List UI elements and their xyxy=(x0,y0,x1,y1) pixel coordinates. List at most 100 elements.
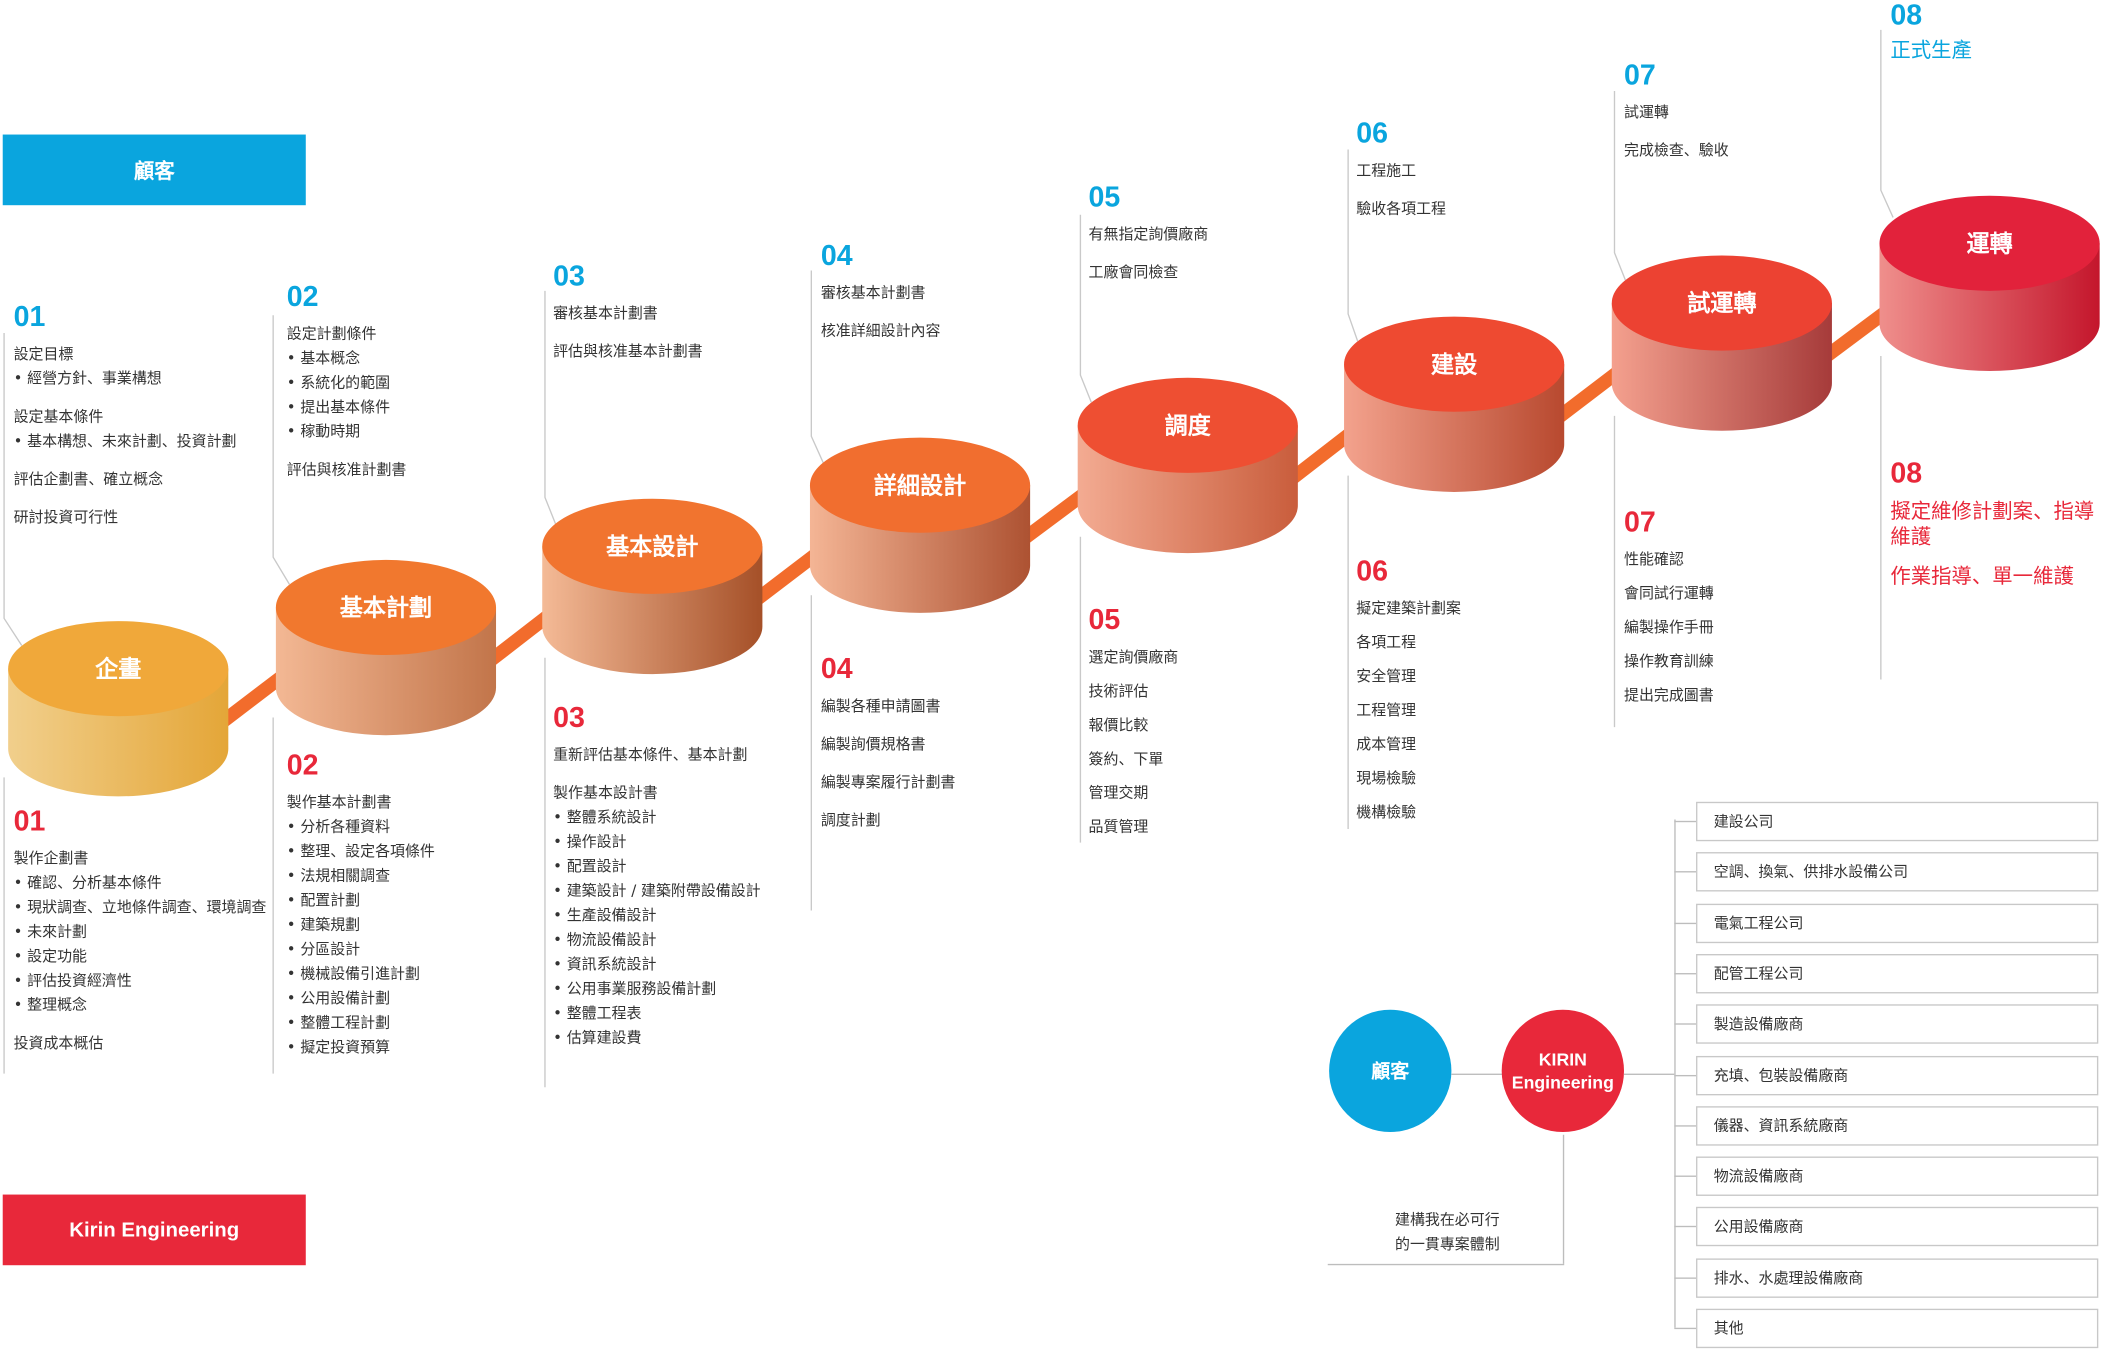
customer-step-06: 06 工程施工 驗收各項工程 xyxy=(1356,118,1446,221)
step-item: 建築設計 / 建築附帶設備設計 xyxy=(566,881,761,900)
step-title: 評估與核准計劃書 xyxy=(286,460,407,479)
stage-drum: 基本計劃 xyxy=(275,559,497,736)
step-item: 操作設計 xyxy=(566,833,627,851)
step-item: 現狀調查、立地條件調查、環境調查 xyxy=(27,898,267,916)
kirin-step-01: 01 製作企劃書 • 確認、分析基本條件 • 現狀調查、立地條件調查、環境調查 … xyxy=(14,806,267,1056)
customer-step-05: 05 有無指定詢價廠商 工廠會同檢查 xyxy=(1089,182,1209,285)
drum-top xyxy=(809,437,1031,533)
step-number: 08 xyxy=(1890,0,1923,32)
step-title: 作業指導、單一維護 xyxy=(1890,563,2074,589)
step-item: 公用設備計劃 xyxy=(300,989,391,1008)
step-title: 提出完成圖書 xyxy=(1624,686,1714,704)
vendor-item: 製造設備廠商 xyxy=(1696,1004,2099,1044)
drum-top xyxy=(275,559,497,656)
step-title: 試運轉 xyxy=(1624,103,1669,121)
step-title: 性能確認 xyxy=(1624,550,1684,569)
step-item: 建築規劃 xyxy=(300,915,361,934)
step-number: 04 xyxy=(820,653,853,685)
step-title: 編製專案履行計劃書 xyxy=(820,773,956,791)
connector-line xyxy=(1451,1073,1506,1075)
vendor-tick xyxy=(1674,1226,1697,1228)
leader-segment xyxy=(544,290,557,525)
legend-customer: 顧客 xyxy=(2,134,306,206)
vendor-item: 物流設備廠商 xyxy=(1696,1156,2099,1197)
step-title: 投資成本概估 xyxy=(13,1034,104,1052)
step-item: 確認、分析基本條件 xyxy=(27,873,162,892)
leader-segment xyxy=(1613,91,1626,281)
step-item: 基本構想、未來計劃、投資計劃 xyxy=(27,432,237,450)
step-number: 07 xyxy=(1624,506,1656,539)
step-item: 分區設計 xyxy=(300,940,361,959)
customer-leader-line xyxy=(544,290,557,525)
step-title: 選定詢價廠商 xyxy=(1088,648,1179,666)
step-number: 06 xyxy=(1356,555,1389,588)
leader-segment xyxy=(3,332,23,646)
step-number: 02 xyxy=(286,750,319,782)
drum-top xyxy=(542,498,763,594)
step-number: 05 xyxy=(1088,182,1121,214)
kirin-step-06: 06 擬定建築計劃案 各項工程 安全管理 工程管理 成本管理 現場檢驗 機構檢驗 xyxy=(1356,556,1461,825)
step-title: 安全管理 xyxy=(1356,667,1417,685)
vendor-item: 公用設備廠商 xyxy=(1696,1207,2099,1247)
caption-line xyxy=(1562,1134,1565,1264)
step-title: 簽約、下單 xyxy=(1088,750,1164,768)
step-title: 編製操作手冊 xyxy=(1624,618,1714,637)
step-item: 基本概念 xyxy=(300,349,361,367)
step-number: 07 xyxy=(1624,59,1656,92)
step-title: 驗收各項工程 xyxy=(1356,199,1446,218)
leader-segment xyxy=(272,315,291,585)
step-item: 提出基本條件 xyxy=(300,398,391,416)
stage-drum: 建設 xyxy=(1344,316,1565,492)
stage-label: 基本計劃 xyxy=(340,595,432,622)
step-title: 研討投資可行性 xyxy=(13,508,119,526)
step-item: 分析各種資料 xyxy=(300,818,391,836)
step-title: 評估與核准基本計劃書 xyxy=(553,342,703,361)
step-title: 各項工程 xyxy=(1356,633,1417,651)
vendor-item: 電氣工程公司 xyxy=(1696,903,2099,943)
vendor-tick xyxy=(1674,1124,1697,1127)
step-item: 經營方針、事業構想 xyxy=(27,369,162,388)
step-item: 物流設備設計 xyxy=(566,930,657,949)
step-item: 擬定投資預算 xyxy=(300,1038,391,1056)
stage-drum: 試運轉 xyxy=(1611,255,1832,431)
vendor-tick xyxy=(1674,1277,1697,1279)
stage-label: 運轉 xyxy=(1966,230,2012,257)
vendor-tick xyxy=(1674,1175,1697,1178)
step-title: 核准詳細設計內容 xyxy=(820,322,941,340)
drum-top xyxy=(8,621,229,717)
stage-label: 詳細設計 xyxy=(874,472,966,499)
step-number: 03 xyxy=(553,702,585,734)
step-item: 機械設備引進計劃 xyxy=(300,964,420,983)
step-title: 技術評估 xyxy=(1088,682,1149,700)
step-title: 工程施工 xyxy=(1356,161,1417,180)
customer-leader-line xyxy=(1347,149,1359,342)
leader-segment xyxy=(1880,29,1894,218)
kirin-step-03: 03 重新評估基本條件、基本計劃 製作基本設計書 • 整體系統設計 • 操作設計… xyxy=(553,702,761,1047)
vendor-tick xyxy=(1674,972,1697,975)
stage-drum: 企畫 xyxy=(8,621,229,797)
step-title: 調度計劃 xyxy=(820,811,881,829)
structure-caption: 建構我在必可行 的一貫專案體制 xyxy=(1395,1210,1500,1253)
drum-top xyxy=(1344,316,1565,412)
vendor-item: 配管工程公司 xyxy=(1696,953,2099,994)
customer-circle: 顧客 xyxy=(1329,1009,1452,1133)
step-title: 設定計劃條件 xyxy=(286,324,377,343)
customer-step-04: 04 審核基本計劃書 核准詳細設計內容 xyxy=(821,241,941,344)
stage-drum: 調度 xyxy=(1077,377,1298,554)
drum-top xyxy=(1077,377,1298,473)
stage-drum: 運轉 xyxy=(1879,195,2100,372)
customer-step-02: 02 設定計劃條件 • 基本概念 • 系統化的範圍 • 提出基本條件 • 稼動時… xyxy=(287,281,407,482)
vendor-item: 排水、水處理設備廠商 xyxy=(1696,1258,2099,1298)
step-title: 工程管理 xyxy=(1356,701,1417,719)
customer-leader-line xyxy=(1613,91,1626,281)
step-title: 設定目標 xyxy=(13,345,74,363)
step-title: 機構檢驗 xyxy=(1356,803,1417,821)
kirin-step-02: 02 製作基本計劃書 • 分析各種資料 • 整理、設定各項條件 • 法規相關調查… xyxy=(286,750,435,1056)
stage-drum: 基本設計 xyxy=(542,498,763,675)
vendor-tick xyxy=(1674,820,1697,823)
customer-leader-line xyxy=(1079,214,1092,403)
leader-segment xyxy=(1079,214,1092,403)
step-item: 資訊系統設計 xyxy=(566,955,657,974)
step-item: 未來計劃 xyxy=(27,922,87,941)
